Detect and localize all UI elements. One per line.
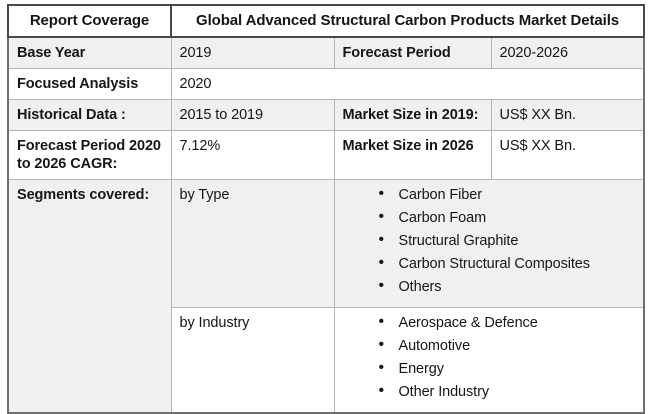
by-industry-label: by Industry (170, 307, 335, 414)
report-coverage-header-cell: Report Coverage (7, 4, 172, 38)
cagr-row: Forecast Period 2020 to 2026 CAGR: 7.12%… (7, 130, 645, 180)
focused-analysis-row: Focused Analysis 2020 (7, 68, 645, 100)
header-row: Report Coverage Global Advanced Structur… (7, 4, 646, 38)
by-type-bullet-list: Carbon Fiber Carbon Foam Structural Graphi… (343, 185, 636, 296)
bullet-item: Automotive (343, 336, 636, 355)
by-type-label: by Type (170, 179, 335, 308)
cagr-value: 7.12% (170, 130, 335, 180)
report-coverage-table: Report Coverage Global Advanced Structur… (7, 4, 646, 414)
historical-data-value: 2015 to 2019 (170, 99, 335, 131)
bullet-item: Aerospace & Defence (343, 313, 636, 332)
base-year-label: Base Year (7, 36, 172, 69)
bullet-item: Others (343, 277, 636, 296)
focused-analysis-value: 2020 (170, 68, 645, 100)
market-size-2026-label: Market Size in 2026 (333, 130, 492, 180)
cagr-label: Forecast Period 2020 to 2026 CAGR: (7, 130, 172, 180)
segments-covered-label: Segments covered: (7, 179, 172, 414)
table-title-cell: Global Advanced Structural Carbon Produc… (169, 4, 646, 38)
segments-by-type-row: Segments covered: by Type Carbon FiberCa… (7, 179, 645, 414)
forecast-period-label: Forecast Period (333, 36, 492, 69)
by-industry-items-cell: Aerospace & Defence Automotive Energy Other… (333, 307, 645, 414)
base-year-value: 2019 (170, 36, 335, 69)
bullet-item: Carbon Structural Composites (343, 254, 636, 273)
historical-data-row: Historical Data : 2015 to 2019 Market Si… (7, 99, 645, 131)
forecast-period-value: 2020-2026 (490, 36, 645, 69)
bullet-item: Other Industry (343, 382, 636, 401)
market-size-2026-value: US$ XX Bn. (490, 130, 645, 180)
market-size-2019-value: US$ XX Bn. (490, 99, 645, 131)
base-year-row: Base Year 2019 Forecast Period 2020-2026 (7, 36, 645, 69)
bullet-item: Carbon Foam (343, 208, 636, 227)
bullet-item: Carbon Fiber (343, 185, 636, 204)
bullet-item: Energy (343, 359, 636, 378)
by-type-items-cell: Carbon Fiber Carbon Foam Structural Graphi… (333, 179, 645, 308)
by-industry-bullet-list: Aerospace & Defence Automotive Energy Other… (343, 313, 636, 401)
market-size-2019-label: Market Size in 2019: (333, 99, 492, 131)
segments-by-industry-row: by Industry Aerospace & Defence Automotiv… (8, 307, 645, 414)
bullet-item: Structural Graphite (343, 231, 636, 250)
focused-analysis-label: Focused Analysis (7, 68, 172, 100)
historical-data-label: Historical Data : (7, 99, 172, 131)
